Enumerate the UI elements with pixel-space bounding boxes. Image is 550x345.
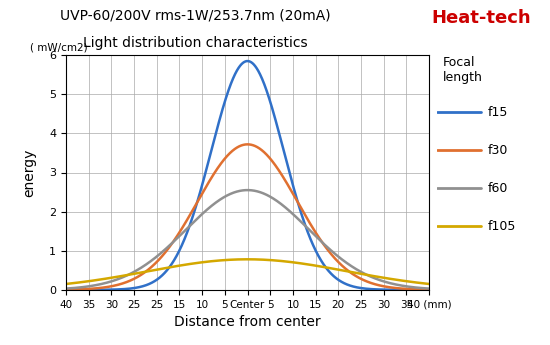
Line: f105: f105: [66, 259, 429, 284]
Text: f15: f15: [487, 106, 508, 119]
f105: [239, 257, 246, 262]
f60: [229, 191, 236, 195]
f105: [349, 270, 355, 274]
Text: ( mW/cm2): ( mW/cm2): [30, 43, 87, 53]
Line: f30: f30: [66, 144, 429, 289]
f105: [229, 258, 236, 262]
f105: [63, 282, 69, 286]
f105: [244, 257, 251, 262]
Text: f60: f60: [487, 182, 508, 195]
f30: [244, 142, 251, 146]
f60: [349, 265, 355, 269]
Text: f30: f30: [487, 144, 508, 157]
f30: [415, 287, 422, 292]
f15: [81, 288, 88, 292]
Text: Heat-tech: Heat-tech: [431, 9, 531, 27]
f15: [415, 288, 422, 292]
f30: [239, 143, 246, 147]
Text: energy: energy: [23, 148, 37, 197]
f60: [81, 285, 88, 289]
Text: UVP-60/200V rms-1W/253.7nm (20mA): UVP-60/200V rms-1W/253.7nm (20mA): [60, 9, 331, 23]
f30: [229, 148, 236, 152]
Text: f105: f105: [487, 220, 516, 233]
f60: [239, 188, 246, 193]
f15: [63, 288, 69, 292]
f30: [81, 287, 88, 291]
X-axis label: Distance from center: Distance from center: [174, 315, 321, 329]
f30: [415, 287, 422, 292]
f105: [415, 281, 422, 285]
f30: [349, 272, 355, 276]
f30: [426, 287, 432, 292]
f60: [415, 286, 422, 290]
f15: [415, 288, 422, 292]
f15: [229, 77, 236, 81]
f105: [81, 280, 88, 284]
f60: [63, 286, 69, 290]
Line: f15: f15: [66, 61, 429, 290]
f15: [244, 59, 251, 63]
f60: [244, 188, 251, 192]
f30: [63, 287, 69, 292]
f105: [415, 281, 422, 285]
f15: [349, 284, 355, 288]
f15: [426, 288, 432, 292]
Text: Focal
length: Focal length: [442, 56, 482, 83]
Text: Light distribution characteristics: Light distribution characteristics: [83, 36, 307, 50]
f15: [239, 61, 246, 65]
f105: [426, 282, 432, 286]
f60: [426, 286, 432, 290]
Line: f60: f60: [66, 190, 429, 288]
f60: [415, 286, 422, 290]
